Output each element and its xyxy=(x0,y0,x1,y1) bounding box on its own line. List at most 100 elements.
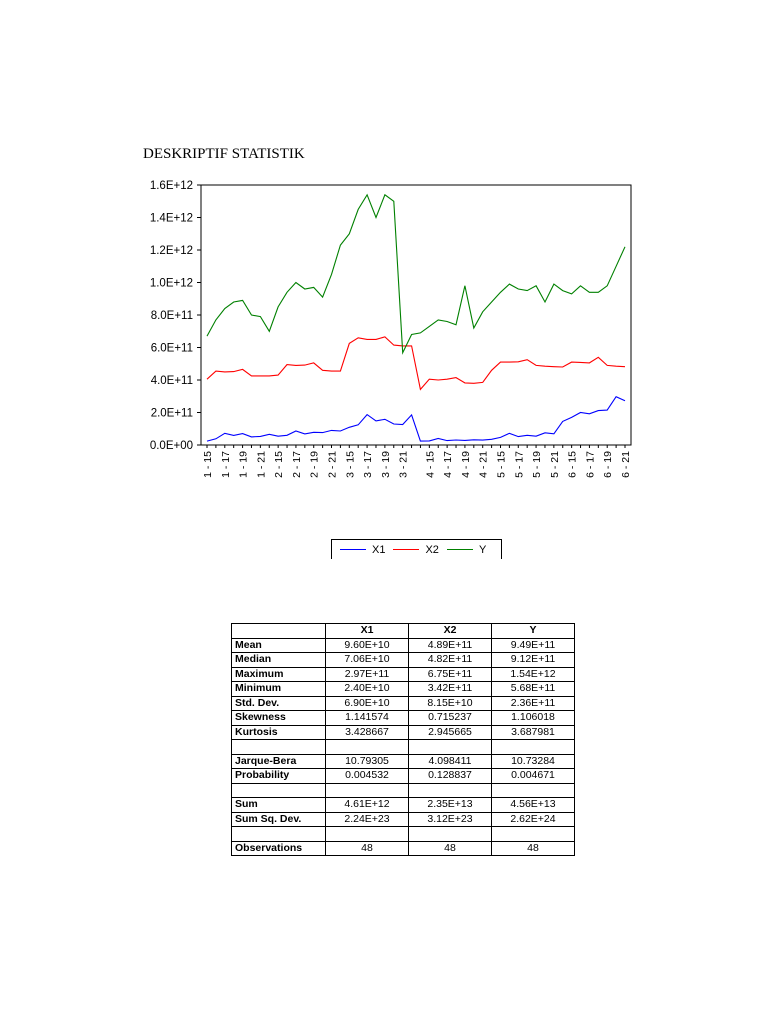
table-cell: 48 xyxy=(491,840,575,856)
table-row: Std. Dev. 6.90E+10 8.15E+10 2.36E+11 xyxy=(231,695,575,711)
table-cell: 2.40E+10 xyxy=(325,681,409,697)
row-label: Minimum xyxy=(231,681,326,697)
table-cell: 3.12E+23 xyxy=(408,811,492,827)
table-cell: 3.687981 xyxy=(491,724,575,740)
line-chart: 0.0E+00 2.0E+11 4.0E+11 6.0E+11 8.0E+11 1.0E+… xyxy=(150,180,632,478)
chart-legend: X1 X2 Y xyxy=(331,539,502,559)
x-tick-label: 3 - 19 xyxy=(380,451,392,478)
y-tick-label: 1.4E+12 xyxy=(150,213,193,225)
table-cell: 9.60E+10 xyxy=(325,637,409,653)
table-cell: 2.35E+13 xyxy=(408,797,492,813)
table-row: Probability 0.004532 0.128837 0.004671 xyxy=(231,768,575,784)
table-cell xyxy=(491,739,575,755)
legend-label-y: Y xyxy=(478,543,487,556)
y-tick-label: 1.2E+12 xyxy=(150,245,193,257)
table-row: Kurtosis 3.428667 2.945665 3.687981 xyxy=(231,724,575,740)
table-header-cell: X2 xyxy=(408,623,492,639)
row-label: Probability xyxy=(231,768,326,784)
table-cell: 4.098411 xyxy=(408,753,492,769)
table-cell: 1.141574 xyxy=(325,710,409,726)
x-tick-label: 5 - 19 xyxy=(531,451,543,478)
y-tick-label: 0.0E+00 xyxy=(150,440,193,452)
table-cell: 48 xyxy=(325,840,409,856)
table-header-cell: Y xyxy=(491,623,575,639)
table-row: Skewness 1.141574 0.715237 1.106018 xyxy=(231,710,575,726)
table-header-cell: X1 xyxy=(325,623,409,639)
row-label: Skewness xyxy=(231,710,326,726)
series-line-x1 xyxy=(206,396,626,442)
table-row: Maximum 2.97E+11 6.75E+11 1.54E+12 xyxy=(231,666,575,682)
table-row xyxy=(231,782,575,798)
table-row: Mean 9.60E+10 4.89E+11 9.49E+11 xyxy=(231,637,575,653)
table-cell: 2.62E+24 xyxy=(491,811,575,827)
legend-label-x2: X2 xyxy=(425,543,439,556)
row-label: Maximum xyxy=(231,666,326,682)
table-cell: 5.68E+11 xyxy=(491,681,575,697)
table-cell: 6.90E+10 xyxy=(325,695,409,711)
table-row: Sum 4.61E+12 2.35E+13 4.56E+13 xyxy=(231,797,575,813)
legend-label-x1: X1 xyxy=(372,543,386,556)
x-tick-label: 3 - 21 xyxy=(398,451,410,478)
row-label: Sum Sq. Dev. xyxy=(231,811,326,827)
table-cell xyxy=(325,739,409,755)
table-row: Observations 48 48 48 xyxy=(231,840,575,856)
x-tick-label: 6 - 15 xyxy=(567,451,579,478)
table-cell: 48 xyxy=(408,840,492,856)
y-tick-label: 6.0E+11 xyxy=(151,343,193,355)
table-cell: 3.428667 xyxy=(325,724,409,740)
row-label xyxy=(231,826,326,842)
table-row xyxy=(231,826,575,842)
table-cell: 10.73284 xyxy=(491,753,575,769)
row-label: Sum xyxy=(231,797,326,813)
table-cell xyxy=(491,782,575,798)
legend-swatch-x2 xyxy=(393,549,420,550)
table-cell: 2.36E+11 xyxy=(491,695,575,711)
row-label: Jarque-Bera xyxy=(231,753,326,769)
x-tick-label: 1 - 21 xyxy=(255,451,267,478)
table-cell xyxy=(408,782,492,798)
x-tick-label: 4 - 17 xyxy=(442,451,454,478)
table-cell: 4.56E+13 xyxy=(491,797,575,813)
legend-item-x2: X2 xyxy=(393,543,439,556)
series-line-x2 xyxy=(206,336,626,391)
table-cell: 4.89E+11 xyxy=(408,637,492,653)
x-tick-label: 3 - 17 xyxy=(362,451,374,478)
table-header-row: X1 X2 Y xyxy=(231,623,575,639)
x-tick-label: 4 - 19 xyxy=(460,451,472,478)
y-tick-label: 1.0E+12 xyxy=(150,278,193,290)
x-tick-label: 1 - 19 xyxy=(238,451,250,478)
table-cell: 2.24E+23 xyxy=(325,811,409,827)
x-tick-label: 6 - 19 xyxy=(602,451,614,478)
y-tick-label: 4.0E+11 xyxy=(151,375,193,387)
row-label xyxy=(231,739,326,755)
x-tick-label: 2 - 17 xyxy=(291,451,303,478)
table-cell: 2.945665 xyxy=(408,724,492,740)
y-tick-label: 1.6E+12 xyxy=(150,180,193,192)
table-cell: 10.79305 xyxy=(325,753,409,769)
x-tick-label: 2 - 19 xyxy=(309,451,321,478)
row-label: Observations xyxy=(231,840,326,856)
x-tick-label: 6 - 17 xyxy=(584,451,596,478)
table-cell xyxy=(325,782,409,798)
table-row: Minimum 2.40E+10 3.42E+11 5.68E+11 xyxy=(231,681,575,697)
table-row xyxy=(231,739,575,755)
table-cell: 0.715237 xyxy=(408,710,492,726)
series-line-y xyxy=(206,193,626,355)
table-row: Jarque-Bera 10.79305 4.098411 10.73284 xyxy=(231,753,575,769)
table-cell: 2.97E+11 xyxy=(325,666,409,682)
x-tick-label: 4 - 15 xyxy=(424,451,436,478)
table-header-cell xyxy=(231,623,326,639)
x-tick-label: 1 - 15 xyxy=(202,451,214,478)
table-cell xyxy=(408,826,492,842)
legend-swatch-x1 xyxy=(340,549,366,550)
table-cell: 8.15E+10 xyxy=(408,695,492,711)
table-cell xyxy=(491,826,575,842)
x-tick-label: 5 - 17 xyxy=(513,451,525,478)
row-label: Median xyxy=(231,652,326,668)
table-cell: 0.004671 xyxy=(491,768,575,784)
table-cell: 3.42E+11 xyxy=(408,681,492,697)
y-tick-label: 2.0E+11 xyxy=(151,408,193,420)
row-label: Mean xyxy=(231,637,326,653)
table-cell: 0.128837 xyxy=(408,768,492,784)
y-tick-label: 8.0E+11 xyxy=(151,310,193,322)
